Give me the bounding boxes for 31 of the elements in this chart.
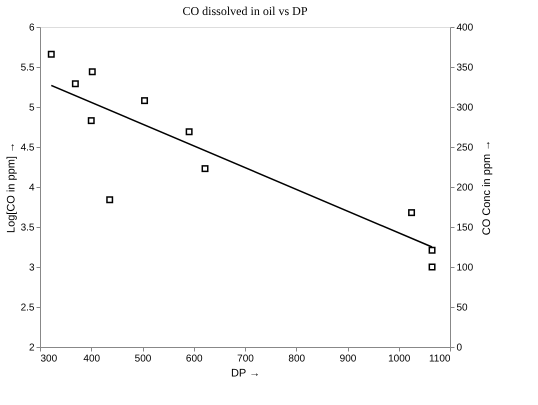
y2-tick-label: 400 bbox=[456, 22, 474, 34]
x-tick-label: 900 bbox=[340, 354, 357, 364]
x-tick-label: 600 bbox=[186, 354, 204, 364]
y2-tick-label: 250 bbox=[456, 142, 474, 154]
x-tick-label: 1000 bbox=[388, 354, 411, 364]
y2-tick-label: 200 bbox=[456, 182, 474, 194]
x-tick-label: 400 bbox=[83, 354, 101, 364]
y-tick-label: 3 bbox=[28, 262, 35, 274]
x-tick-label: 1100 bbox=[428, 354, 451, 364]
y-tick-label: 3.5 bbox=[20, 222, 35, 234]
y2-tick-label: 300 bbox=[456, 102, 474, 114]
y-tick-label: 5 bbox=[28, 102, 35, 114]
y-axis-title: Log[CO in ppm] → bbox=[6, 142, 18, 234]
y-tick-label: 2 bbox=[28, 342, 35, 354]
x-axis-title: DP → bbox=[230, 368, 260, 380]
y-tick-label: 6 bbox=[28, 22, 35, 34]
y2-tick-label: 350 bbox=[456, 62, 474, 74]
x-tick-label: 800 bbox=[288, 354, 306, 364]
x-tick-label: 500 bbox=[134, 354, 152, 364]
y-tick-label: 4 bbox=[28, 182, 35, 194]
chart-title: CO dissolved in oil vs DP bbox=[182, 4, 308, 18]
y2-tick-label: 50 bbox=[456, 302, 468, 314]
x-tick-label: 700 bbox=[237, 354, 254, 364]
y2-axis-title: CO Conc in ppm → bbox=[481, 140, 494, 236]
y2-tick-label: 100 bbox=[456, 262, 474, 274]
y2-tick-label: 150 bbox=[456, 222, 474, 234]
y2-tick-label: 0 bbox=[456, 342, 462, 354]
x-tick-label: 300 bbox=[40, 354, 58, 364]
y-tick-label: 4.5 bbox=[20, 142, 35, 154]
y-tick-label: 5.5 bbox=[20, 62, 35, 74]
y-tick-label: 2.5 bbox=[20, 302, 35, 314]
